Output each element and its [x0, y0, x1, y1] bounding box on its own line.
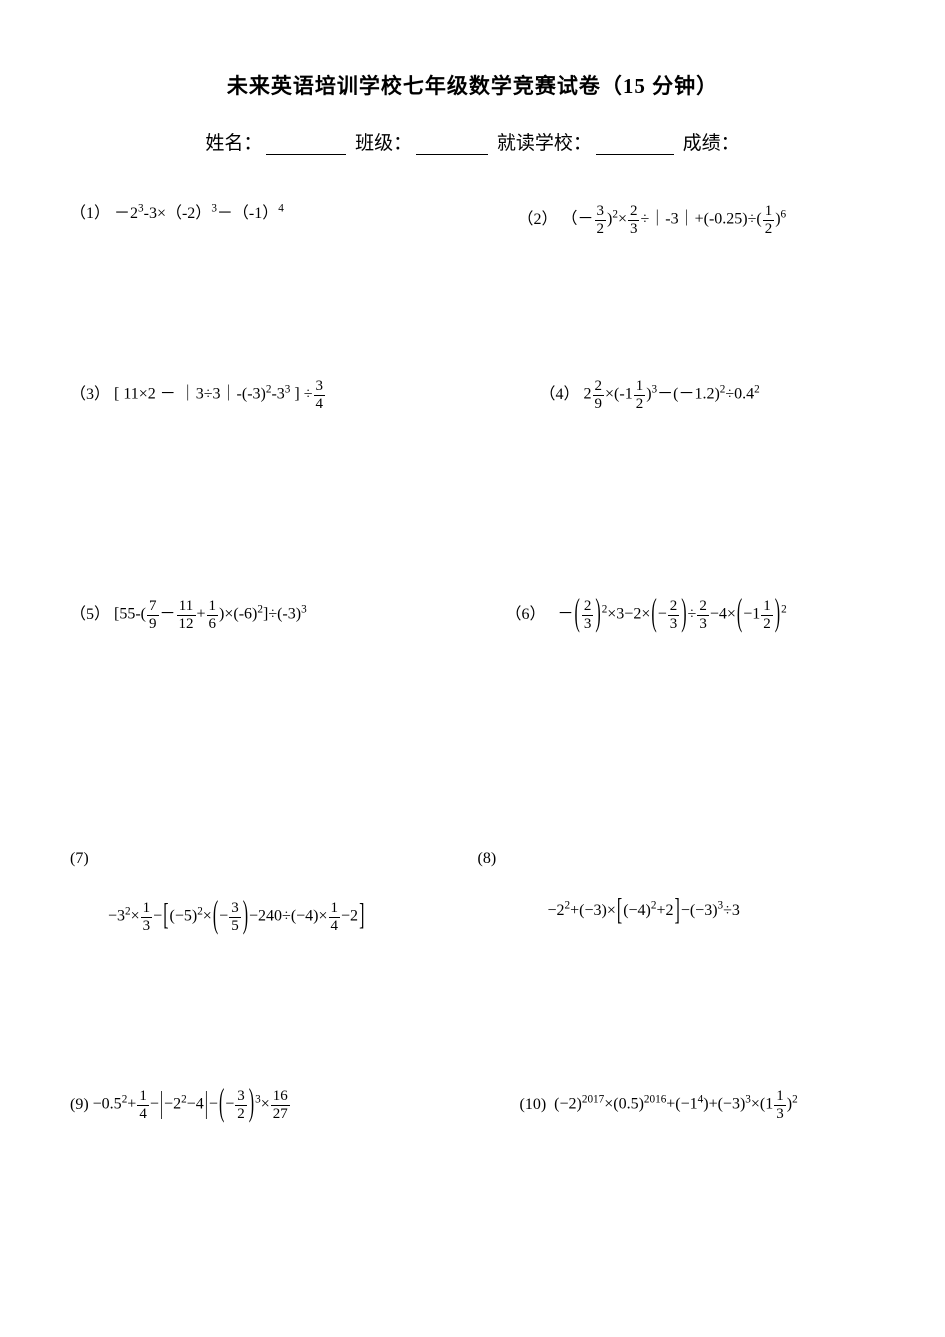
problem-expression: −22+(−3)×[(−4)2+2]−(−3)3÷3	[548, 900, 740, 923]
problem-expression: －23-3×（-2）3－（-1）4	[114, 203, 284, 225]
problem-number: (7)	[70, 850, 89, 867]
problem-expression: [55-(79－1112+16)×(-6)2]÷(-3)3	[114, 598, 307, 632]
problem-number: （3）	[70, 384, 110, 406]
problem-expression: 229×(-112)3－(－1.2)2÷0.42	[584, 378, 760, 412]
score-label: 成绩：	[683, 133, 740, 154]
problem-expression: －(23)2×3−2×(−23)÷23−4×(−112)2	[558, 598, 787, 632]
student-info-line: 姓名： 班级： 就读学校： 成绩：	[70, 128, 875, 155]
problem-number: （4）	[540, 384, 580, 406]
problem-8: (8) −22+(−3)×[(−4)2+2]−(−3)3÷3	[478, 848, 876, 1088]
problem-7: (7) −32×13−[(−5)2×(−35)−240÷(−4)×14−2]	[70, 848, 468, 1088]
page-title: 未来英语培训学校七年级数学竞赛试卷（15 分钟）	[70, 70, 875, 100]
name-label: 姓名：	[205, 133, 262, 154]
school-blank[interactable]	[596, 134, 674, 155]
problem-number: (9)	[70, 1094, 89, 1116]
problem-number: （6）	[506, 604, 546, 626]
problem-expression: (−2)2017×(0.5)2016+(−14)+(−3)3×(113)2	[554, 1088, 798, 1122]
name-blank[interactable]	[266, 134, 346, 155]
problem-3: （3） [ 11×2 － ｜3÷3｜-(-3)2-33 ] ÷34	[70, 378, 468, 598]
problem-5: （5） [55-(79－1112+16)×(-6)2]÷(-3)3	[70, 598, 468, 848]
problem-expression: −0.52+14−|−22−4|−(−32)3×1627	[93, 1088, 291, 1122]
problem-4: （4） 229×(-112)3－(－1.2)2÷0.42	[478, 378, 876, 598]
problem-expression: −32×13−[(−5)2×(−35)−240÷(−4)×14−2]	[108, 900, 365, 934]
problem-number: （5）	[70, 604, 110, 626]
problem-6: （6） －(23)2×3−2×(−23)÷23−4×(−112)2	[478, 598, 876, 848]
problems-grid: （1） －23-3×（-2）3－（-1）4 （2） （－32)2×23÷｜-3｜…	[70, 203, 875, 1208]
problem-number: (10)	[520, 1094, 547, 1116]
problem-number: （2）	[518, 209, 558, 231]
problem-10: (10) (−2)2017×(0.5)2016+(−14)+(−3)3×(113…	[478, 1088, 876, 1208]
class-label: 班级：	[355, 133, 412, 154]
problem-1: （1） －23-3×（-2）3－（-1）4	[70, 203, 468, 378]
class-blank[interactable]	[416, 134, 488, 155]
problem-2: （2） （－32)2×23÷｜-3｜+(-0.25)÷(12)6	[478, 203, 876, 378]
school-label: 就读学校：	[497, 133, 592, 154]
problem-number: （1）	[70, 203, 110, 225]
problem-number: (8)	[478, 850, 497, 867]
problem-expression: [ 11×2 － ｜3÷3｜-(-3)2-33 ] ÷34	[114, 378, 326, 412]
problem-expression: （－32)2×23÷｜-3｜+(-0.25)÷(12)6	[562, 203, 787, 237]
problem-9: (9) −0.52+14−|−22−4|−(−32)3×1627	[70, 1088, 468, 1208]
